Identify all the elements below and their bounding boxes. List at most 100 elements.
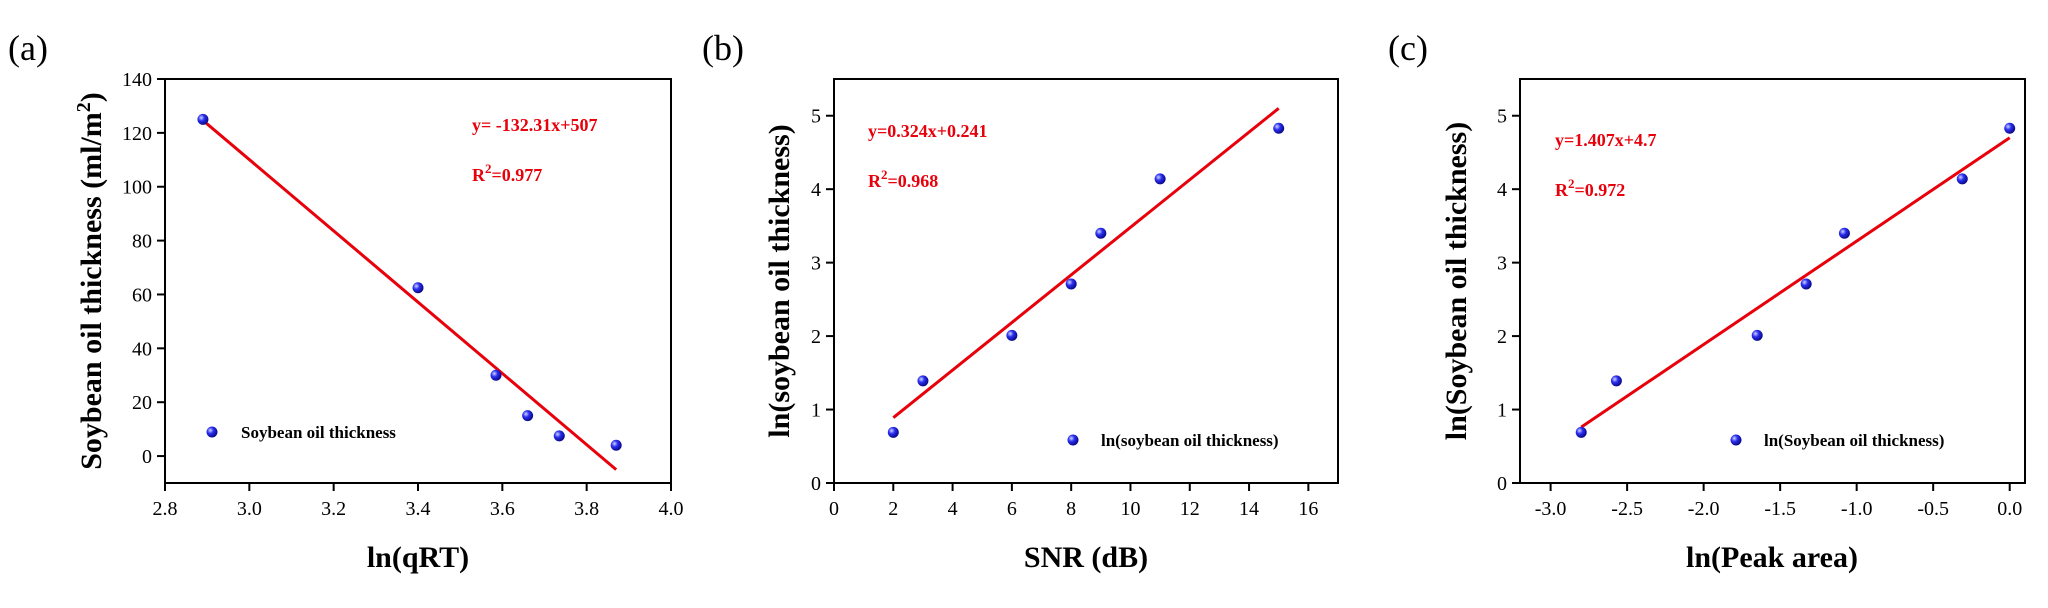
ticks-c: -3.0 -2.5 -2.0 -1.5 -1.0 -0.5 0.0 0 1 2 3 4 5 (1497, 106, 2022, 520)
data-point-b (1154, 173, 1166, 185)
x-tick-label-b: 8 (1066, 498, 1076, 520)
y-tick-label-a: 40 (132, 338, 152, 360)
panel-label-b: (b) (702, 28, 744, 68)
y-tick-label-b: 5 (811, 106, 821, 128)
y-axis-title-a-main: Soybean oil thickness (ml/m (75, 112, 108, 470)
y-tick-label-b: 4 (811, 179, 821, 201)
y-tick-label-a: 20 (132, 392, 152, 414)
fit-r2-c-value: =0.972 (1575, 180, 1626, 200)
fit-line-stroke-a (201, 119, 618, 471)
x-tick-label-a: 3.8 (574, 498, 599, 520)
data-point-b (1095, 227, 1107, 239)
ticks-a: 2.8 3.0 3.2 3.4 3.6 3.8 4.0 0 20 40 60 80 100 120 140 (122, 69, 684, 520)
legend-label-b: ln(soybean oil thickness) (1101, 431, 1279, 450)
data-point-c (1575, 426, 1587, 438)
data-point-c (1800, 278, 1812, 290)
data-point-a (197, 113, 209, 125)
y-tick-label-c: 3 (1497, 253, 1507, 275)
data-point-a (610, 439, 622, 451)
legend-marker-c (1730, 434, 1742, 446)
y-tick-label-a: 100 (122, 177, 152, 199)
y-tick-label-c: 0 (1497, 473, 1507, 495)
data-point-c (1751, 329, 1763, 341)
data-point-a (553, 430, 565, 442)
fit-r2-a-prefix: R (472, 165, 486, 185)
fit-r2-a-value: =0.977 (492, 165, 543, 185)
y-tick-label-a: 120 (122, 123, 152, 145)
data-point-c (1838, 227, 1850, 239)
y-axis-title-c: ln(Soybean oil thickness) (1440, 122, 1473, 440)
data-points-b (887, 122, 1285, 438)
data-point-b (887, 426, 899, 438)
y-tick-label-b: 2 (811, 326, 821, 348)
y-tick-label-c: 4 (1497, 179, 1507, 201)
y-axis-title-b: ln(soybean oil thickness) (763, 124, 796, 437)
x-tick-label-c: 0.0 (1997, 498, 2022, 520)
fit-r2-b-value: =0.968 (888, 171, 939, 191)
data-point-a (522, 410, 534, 422)
y-tick-label-c: 5 (1497, 106, 1507, 128)
x-tick-label-a: 2.8 (153, 498, 178, 520)
x-axis-title-c: ln(Peak area) (1686, 541, 1858, 574)
data-point-c (1956, 173, 1968, 185)
y-tick-label-c: 1 (1497, 400, 1507, 422)
x-tick-label-b: 2 (888, 498, 898, 520)
x-tick-label-c: -3.0 (1535, 498, 1567, 520)
fit-equation-b: y=0.324x+0.241 (868, 121, 988, 141)
y-tick-label-a: 0 (142, 446, 152, 468)
x-tick-label-b: 12 (1180, 498, 1200, 520)
legend-label-a: Soybean oil thickness (241, 423, 396, 442)
x-tick-label-c: -2.5 (1611, 498, 1643, 520)
x-axis-title-a: ln(qRT) (367, 541, 469, 574)
x-tick-label-c: -1.5 (1764, 498, 1796, 520)
y-tick-label-b: 3 (811, 253, 821, 275)
data-point-b (1006, 329, 1018, 341)
plot-frame-b (833, 78, 1339, 484)
x-axis-title-b: SNR (dB) (1024, 541, 1148, 574)
x-tick-label-c: -0.5 (1917, 498, 1949, 520)
legend-marker-a (206, 426, 218, 438)
x-tick-label-b: 6 (1007, 498, 1017, 520)
x-tick-label-a: 3.2 (321, 498, 346, 520)
x-tick-label-b: 14 (1239, 498, 1259, 520)
x-tick-label-a: 3.0 (237, 498, 262, 520)
fit-equation-a: y= -132.31x+507 (472, 115, 598, 135)
data-point-b (1273, 122, 1285, 134)
y-tick-label-b: 1 (811, 400, 821, 422)
y-tick-label-a: 140 (122, 69, 152, 91)
x-tick-label-c: -2.0 (1688, 498, 1720, 520)
fit-r2-a-sup: 2 (485, 161, 492, 176)
data-point-c (2004, 122, 2016, 134)
y-tick-label-b: 0 (811, 473, 821, 495)
fit-equation-c: y=1.407x+4.7 (1555, 130, 1657, 150)
legend-label-c: ln(Soybean oil thickness) (1764, 431, 1944, 450)
fit-r2-b-sup: 2 (881, 167, 888, 182)
fit-line-b (892, 107, 1280, 419)
x-tick-label-a: 4.0 (659, 498, 684, 520)
data-point-c (1610, 375, 1622, 387)
fit-r2-c-prefix: R (1555, 180, 1569, 200)
y-tick-label-a: 60 (132, 284, 152, 306)
fit-line-c (1580, 136, 2011, 429)
data-point-a (490, 369, 502, 381)
x-tick-label-a: 3.4 (406, 498, 431, 520)
fit-r2-b-prefix: R (868, 171, 882, 191)
fit-r2-a: R2=0.977 (472, 161, 542, 185)
data-points-a (197, 113, 622, 451)
fit-line-a (201, 119, 618, 471)
data-point-a (412, 282, 424, 294)
y-tick-label-c: 2 (1497, 326, 1507, 348)
x-tick-label-a: 3.6 (490, 498, 515, 520)
panel-a: (a) 2.8 3.0 3.2 3.4 3.6 3.8 4.0 0 20 40 60 80 100 120… (8, 28, 684, 574)
y-tick-label-a: 80 (132, 231, 152, 253)
fit-r2-c-sup: 2 (1568, 176, 1575, 191)
panel-label-c: (c) (1388, 28, 1428, 68)
fit-line-stroke-c (1580, 136, 2011, 429)
fit-r2-c: R2=0.972 (1555, 176, 1625, 200)
plot-frame-c (1519, 78, 2026, 484)
x-tick-label-b: 4 (948, 498, 958, 520)
fit-line-stroke-b (892, 107, 1280, 419)
panel-c: (c) -3.0 -2.5 -2.0 -1.5 -1.0 -0.5 0.0 0 1 2 3 4 5 ln… (1388, 28, 2026, 574)
